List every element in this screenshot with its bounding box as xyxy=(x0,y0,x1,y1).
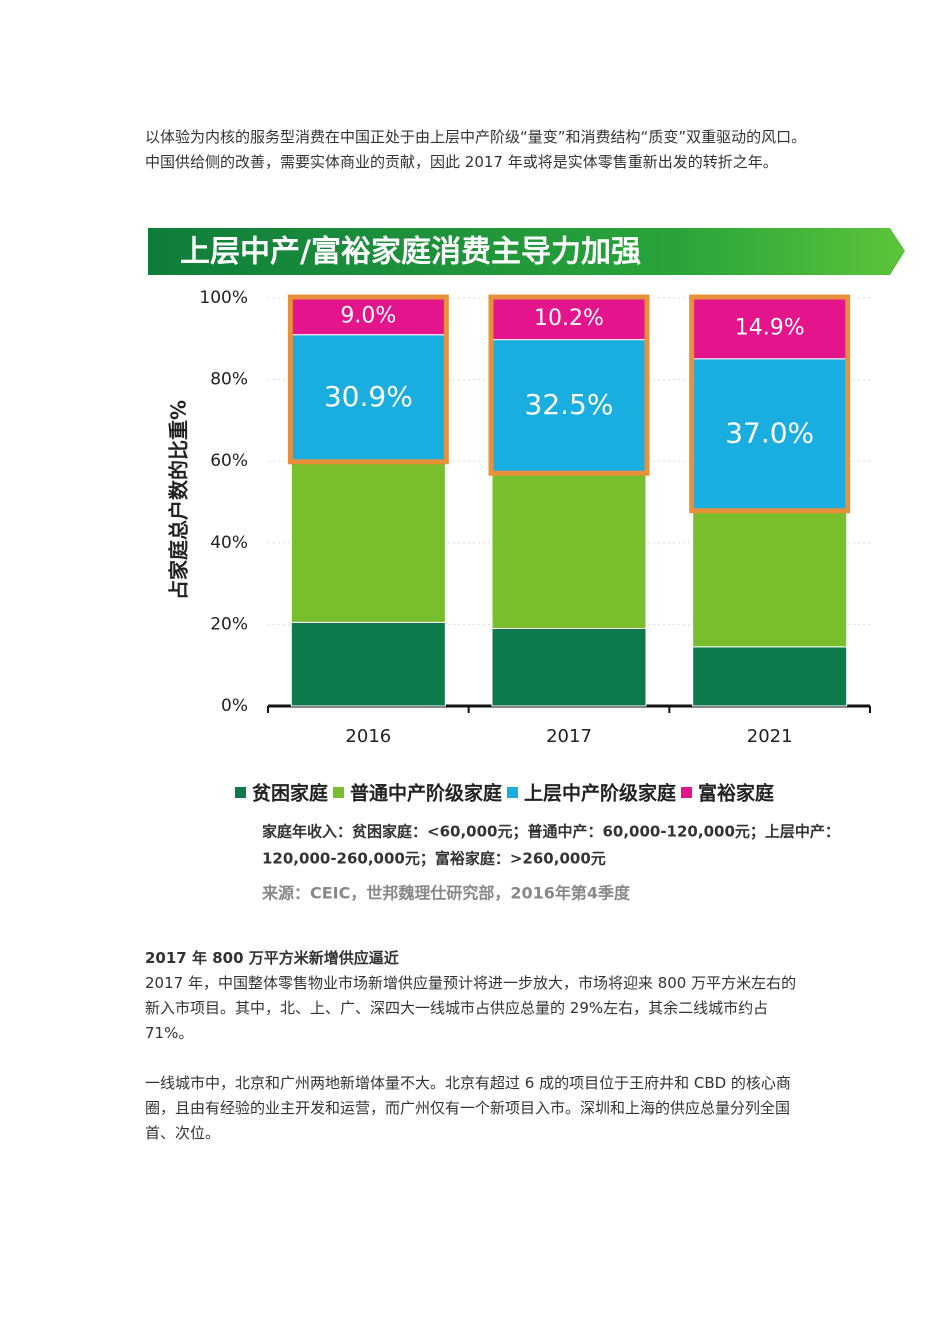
x-tick-label: 2017 xyxy=(546,726,592,747)
y-tick-label: 20% xyxy=(210,614,248,634)
legend-swatch xyxy=(681,787,692,798)
legend-swatch xyxy=(507,787,518,798)
note: 家庭年收入：贫困家庭：<60,000元；普通中产：60,000-120,000元… xyxy=(262,823,840,841)
legend-label: 普通中产阶级家庭 xyxy=(350,782,502,805)
chart: 上层中产/富裕家庭消费主导力加强 占家庭总户数的比重% 来源：CEIC，世邦魏理… xyxy=(148,228,905,903)
data-label: 14.9% xyxy=(735,315,805,340)
legend-swatch xyxy=(235,787,246,798)
legend-label: 贫困家庭 xyxy=(252,782,328,805)
y-tick-label: 100% xyxy=(199,288,248,308)
bar-segment xyxy=(692,509,848,648)
bar-segment xyxy=(491,471,647,629)
highlight-box xyxy=(689,294,851,514)
bar-segment xyxy=(290,334,446,462)
y-tick-label: 80% xyxy=(210,370,248,390)
bar-segment xyxy=(491,627,647,707)
source: 来源：CEIC，世邦魏理仕研究部，2016年第4季度 xyxy=(261,884,631,903)
chart-title: 上层中产/富裕家庭消费主导力加强 xyxy=(180,235,641,270)
bar-segment xyxy=(290,460,446,623)
x-tick-label: 2021 xyxy=(747,726,793,747)
section-heading: 2017 年 800 万平方米新增供应逼近 xyxy=(145,949,399,967)
paragraph: 2017 年，中国整体零售物业市场新增供应量预计将进一步放大，市场将迎来 800… xyxy=(145,974,797,1042)
data-label: 32.5% xyxy=(525,388,614,421)
data-label: 30.9% xyxy=(324,380,413,413)
intro-paragraph: 以体验为内核的服务型消费在中国正处于由上层中产阶级“量变”和消费结构“质变”双重… xyxy=(145,128,807,171)
bar-segment xyxy=(692,646,848,707)
highlight-box xyxy=(488,294,650,476)
bar-segment xyxy=(491,297,647,341)
title-banner xyxy=(148,228,905,275)
y-tick-label: 0% xyxy=(221,696,248,716)
data-label: 37.0% xyxy=(725,416,814,449)
legend-label: 富裕家庭 xyxy=(698,782,774,805)
y-tick-label: 40% xyxy=(210,533,248,553)
y-tick-label: 60% xyxy=(210,451,248,471)
highlight-box xyxy=(287,294,449,465)
bar-segment xyxy=(692,297,848,360)
y-axis-label: 占家庭总户数的比重% xyxy=(167,400,191,600)
paragraph: 一线城市中，北京和广州两地新增体量不大。北京有超过 6 成的项目位于王府井和 C… xyxy=(145,1074,791,1142)
legend-label: 上层中产阶级家庭 xyxy=(524,782,676,805)
bar-segment xyxy=(290,621,446,707)
legend-swatch xyxy=(333,787,344,798)
x-tick-label: 2016 xyxy=(345,726,391,747)
note: 120,000-260,000元；富裕家庭：>260,000元 xyxy=(262,850,606,868)
data-label: 10.2% xyxy=(534,306,604,331)
data-label: 9.0% xyxy=(340,303,396,328)
